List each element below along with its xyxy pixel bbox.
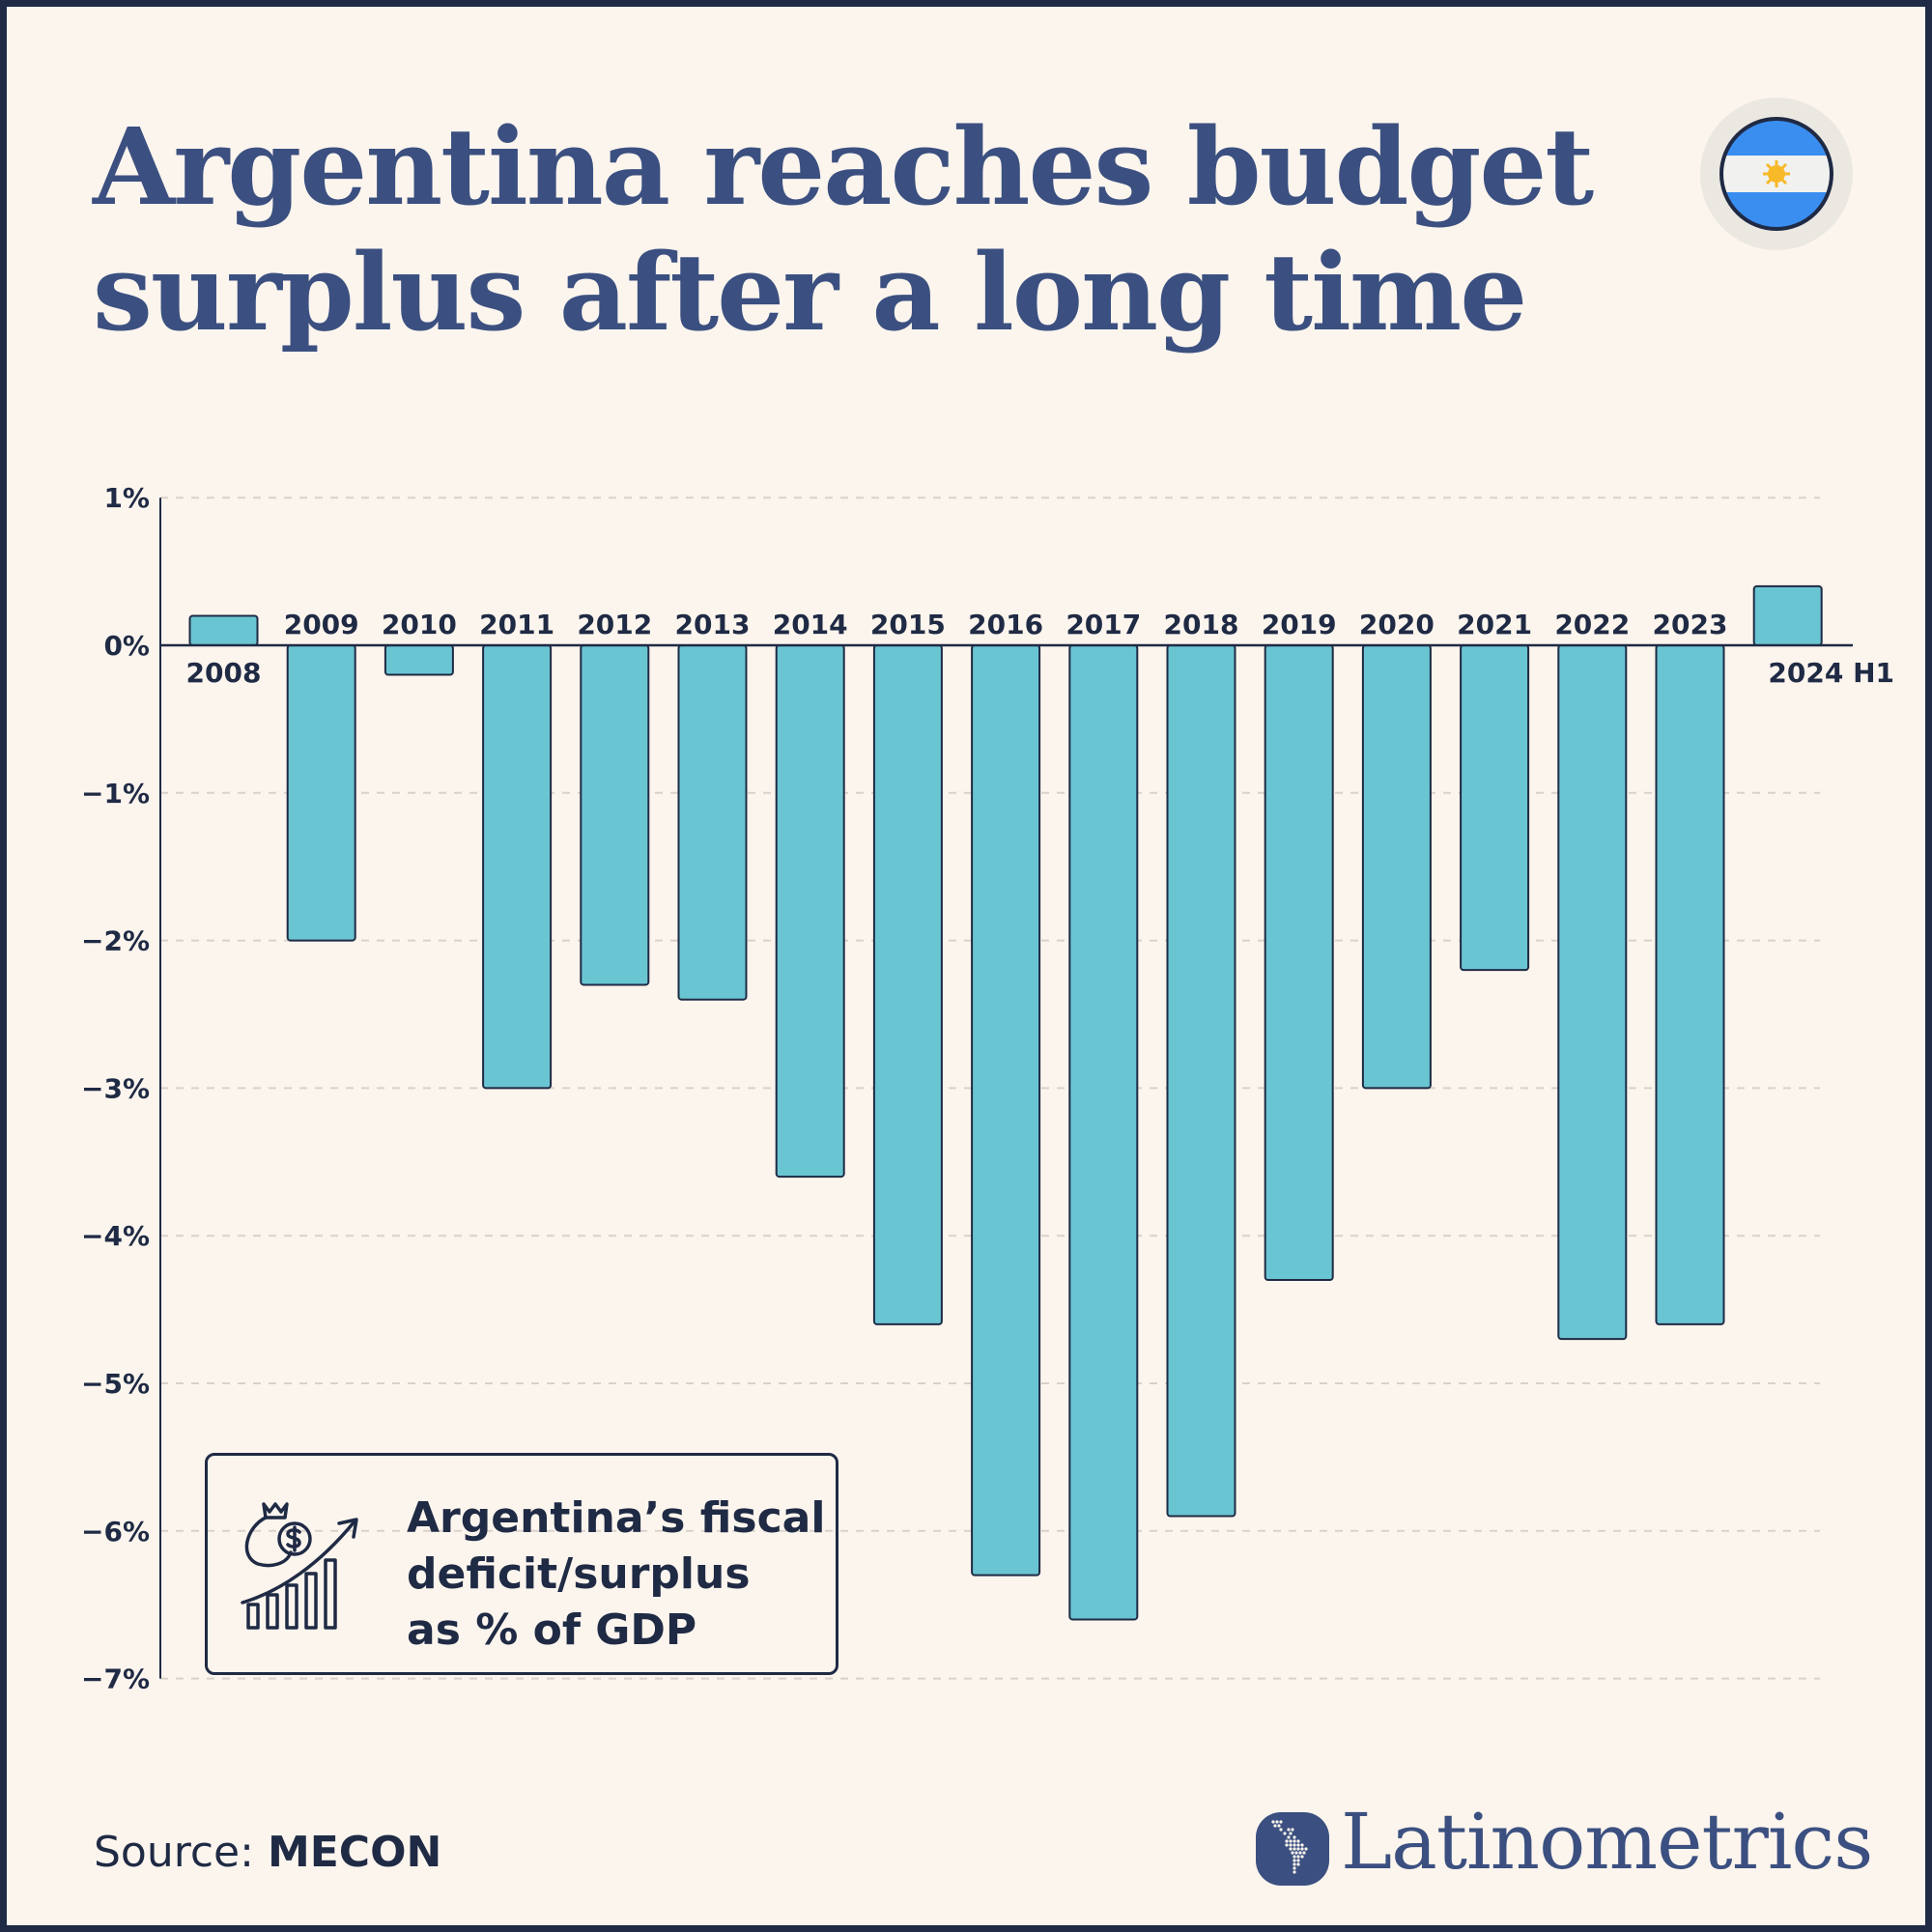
bar-2019 <box>1264 644 1334 1282</box>
map-dot <box>1277 1824 1281 1828</box>
bar-2014 <box>775 644 845 1179</box>
bar-2023 <box>1655 644 1725 1325</box>
map-dot <box>1271 1820 1275 1824</box>
page-title: Argentina reaches budget surplus after a… <box>93 104 1594 355</box>
bar-2024 H1 <box>1752 584 1823 647</box>
bar-2018 <box>1166 644 1236 1518</box>
x-tick-label: 2023 <box>1653 609 1728 640</box>
map-dot <box>1302 1851 1306 1855</box>
map-dot <box>1293 1843 1296 1847</box>
bar-2008 <box>188 614 259 647</box>
map-dot <box>1300 1847 1304 1851</box>
map-dot <box>1293 1839 1296 1843</box>
map-dot <box>1289 1832 1293 1835</box>
map-dot <box>1296 1862 1300 1866</box>
bar-2022 <box>1557 644 1628 1341</box>
bar-2010 <box>384 644 454 676</box>
map-dot <box>1296 1855 1300 1859</box>
map-dot <box>1283 1832 1287 1835</box>
x-tick-label: 2024 H1 <box>1768 657 1894 689</box>
map-dot <box>1293 1859 1296 1862</box>
map-dot <box>1300 1843 1304 1847</box>
x-tick-label: 2008 <box>186 657 262 689</box>
bar-2017 <box>1068 644 1139 1621</box>
legend-label: Argentina’s fiscal deficit/surplus as % … <box>407 1491 825 1659</box>
legend-line-3: as % of GDP <box>407 1605 697 1655</box>
source-note: Source: MECON <box>94 1828 441 1877</box>
map-dot <box>1296 1843 1300 1847</box>
money-bag-growth-chart-icon <box>241 1502 358 1630</box>
map-dot <box>1296 1839 1300 1843</box>
title-line-2: surplus after a long time <box>93 230 1527 355</box>
map-dot <box>1293 1835 1296 1839</box>
map-dot <box>1296 1859 1300 1862</box>
source-value: MECON <box>267 1828 442 1877</box>
bar-2009 <box>286 644 356 942</box>
argentina-flag-icon <box>1700 98 1853 250</box>
map-dot <box>1287 1835 1291 1839</box>
map-dot <box>1289 1847 1293 1851</box>
map-dot <box>1289 1839 1293 1843</box>
map-dot <box>1293 1855 1296 1859</box>
map-dot <box>1296 1847 1300 1851</box>
y-tick-label: −7% <box>81 1663 150 1695</box>
map-dot <box>1279 1828 1283 1832</box>
y-tick-label: −3% <box>81 1072 150 1104</box>
y-tick-label: −2% <box>81 925 150 957</box>
chart-legend-box: Argentina’s fiscal deficit/surplus as % … <box>205 1453 838 1675</box>
source-label: Source: <box>94 1828 254 1877</box>
x-tick-label: 2019 <box>1262 609 1337 640</box>
brand-name: Latinometrics <box>1341 1797 1873 1887</box>
map-dot <box>1279 1820 1283 1824</box>
y-tick-label: −4% <box>81 1220 150 1252</box>
y-tick-label: 0% <box>103 630 150 662</box>
x-tick-label: 2015 <box>870 609 946 640</box>
x-tick-label: 2009 <box>284 609 359 640</box>
x-tick-label: 2010 <box>382 609 457 640</box>
map-dot <box>1300 1855 1304 1859</box>
map-dot <box>1291 1828 1294 1832</box>
x-tick-label: 2016 <box>968 609 1043 640</box>
bar-2015 <box>872 644 943 1325</box>
map-dot <box>1291 1851 1294 1855</box>
x-tick-label: 2013 <box>675 609 751 640</box>
y-tick-label: −6% <box>81 1516 150 1548</box>
x-tick-label: 2017 <box>1065 609 1141 640</box>
y-tick-label: −1% <box>81 778 150 810</box>
x-tick-label: 2012 <box>577 609 652 640</box>
map-dot <box>1287 1828 1291 1832</box>
map-dot <box>1285 1843 1289 1847</box>
bar-2013 <box>677 644 748 1001</box>
legend-line-2: deficit/surplus <box>407 1549 751 1599</box>
x-tick-label: 2020 <box>1359 609 1435 640</box>
legend-line-1: Argentina’s fiscal <box>407 1493 826 1543</box>
bar-2016 <box>971 644 1041 1577</box>
map-dot <box>1298 1851 1302 1855</box>
map-dot <box>1294 1851 1298 1855</box>
map-dot <box>1289 1843 1293 1847</box>
map-dot <box>1293 1847 1296 1851</box>
x-tick-label: 2014 <box>773 609 848 640</box>
map-dot <box>1293 1870 1296 1874</box>
map-dot <box>1304 1847 1308 1851</box>
y-tick-label: 1% <box>103 482 150 514</box>
bar-2012 <box>580 644 650 986</box>
bar-2020 <box>1361 644 1432 1090</box>
map-dot <box>1273 1824 1277 1828</box>
title-line-1: Argentina reaches budget <box>93 104 1594 229</box>
map-dot <box>1285 1839 1289 1843</box>
latin-america-map-dots-icon <box>1256 1812 1329 1886</box>
bar-2011 <box>482 644 553 1090</box>
y-tick-label: −5% <box>81 1368 150 1400</box>
map-dot <box>1293 1866 1296 1870</box>
map-dot <box>1293 1862 1296 1866</box>
map-dot <box>1275 1820 1279 1824</box>
bar-2021 <box>1460 644 1530 972</box>
x-tick-label: 2018 <box>1164 609 1239 640</box>
x-tick-label: 2011 <box>479 609 554 640</box>
x-tick-label: 2022 <box>1554 609 1630 640</box>
x-tick-label: 2021 <box>1457 609 1532 640</box>
